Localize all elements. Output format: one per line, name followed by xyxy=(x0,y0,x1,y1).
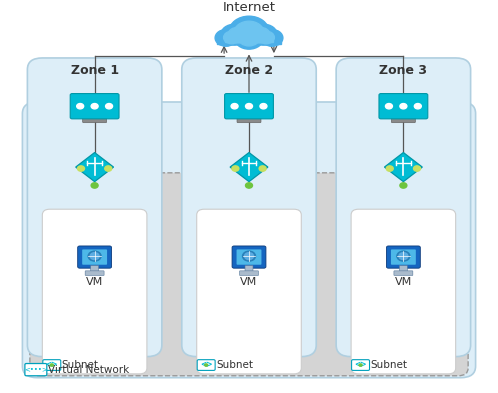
Circle shape xyxy=(105,166,112,171)
FancyBboxPatch shape xyxy=(237,116,261,123)
Circle shape xyxy=(246,103,252,109)
Circle shape xyxy=(261,29,283,46)
Circle shape xyxy=(400,103,407,109)
Text: VM: VM xyxy=(86,277,103,286)
FancyBboxPatch shape xyxy=(182,58,316,356)
FancyBboxPatch shape xyxy=(70,94,119,119)
FancyBboxPatch shape xyxy=(391,250,416,265)
Circle shape xyxy=(238,29,260,46)
Circle shape xyxy=(221,24,248,45)
Circle shape xyxy=(243,251,255,261)
Circle shape xyxy=(245,253,253,259)
FancyBboxPatch shape xyxy=(85,271,104,275)
Circle shape xyxy=(106,103,113,109)
FancyBboxPatch shape xyxy=(22,102,476,378)
Circle shape xyxy=(234,21,264,44)
Circle shape xyxy=(413,166,420,171)
Circle shape xyxy=(77,103,84,109)
FancyBboxPatch shape xyxy=(336,58,471,356)
FancyBboxPatch shape xyxy=(82,250,107,265)
Text: <>: <> xyxy=(200,360,213,369)
Circle shape xyxy=(250,24,277,45)
FancyBboxPatch shape xyxy=(240,271,258,275)
Text: Subnet: Subnet xyxy=(216,360,253,370)
Circle shape xyxy=(91,183,98,188)
Circle shape xyxy=(91,103,98,109)
FancyBboxPatch shape xyxy=(245,266,253,272)
FancyBboxPatch shape xyxy=(379,94,428,119)
Circle shape xyxy=(232,166,239,171)
FancyBboxPatch shape xyxy=(42,209,147,374)
Bar xyxy=(217,35,281,44)
Circle shape xyxy=(246,183,252,188)
Text: Internet: Internet xyxy=(223,1,275,14)
Text: VM: VM xyxy=(395,277,412,286)
FancyBboxPatch shape xyxy=(43,360,61,371)
FancyBboxPatch shape xyxy=(391,116,415,123)
Circle shape xyxy=(205,364,208,366)
FancyBboxPatch shape xyxy=(386,246,420,268)
Text: Subnet: Subnet xyxy=(62,360,99,370)
Circle shape xyxy=(229,16,269,47)
Text: Zone 1: Zone 1 xyxy=(71,64,119,77)
Circle shape xyxy=(78,166,85,171)
Circle shape xyxy=(260,103,267,109)
FancyBboxPatch shape xyxy=(78,246,112,268)
Text: Zone 3: Zone 3 xyxy=(379,64,427,77)
Polygon shape xyxy=(230,152,268,182)
Text: VM: VM xyxy=(241,277,257,286)
Circle shape xyxy=(231,103,238,109)
FancyBboxPatch shape xyxy=(352,360,370,371)
Circle shape xyxy=(414,103,421,109)
FancyBboxPatch shape xyxy=(399,266,407,272)
Text: <>: <> xyxy=(354,360,367,369)
Circle shape xyxy=(399,253,408,259)
Text: Virtual Network: Virtual Network xyxy=(48,365,129,375)
FancyBboxPatch shape xyxy=(232,246,266,268)
FancyBboxPatch shape xyxy=(225,94,273,119)
Circle shape xyxy=(259,166,266,171)
Circle shape xyxy=(400,183,407,188)
Text: <•••>: <•••> xyxy=(24,367,48,373)
Circle shape xyxy=(88,251,101,261)
Circle shape xyxy=(235,27,263,49)
Bar xyxy=(225,36,273,42)
FancyBboxPatch shape xyxy=(83,116,107,123)
FancyBboxPatch shape xyxy=(25,364,47,376)
FancyBboxPatch shape xyxy=(351,209,456,374)
FancyBboxPatch shape xyxy=(197,360,215,371)
Circle shape xyxy=(224,31,240,44)
FancyBboxPatch shape xyxy=(27,58,162,356)
Text: Subnet: Subnet xyxy=(371,360,407,370)
Circle shape xyxy=(385,103,392,109)
Circle shape xyxy=(397,251,410,261)
FancyBboxPatch shape xyxy=(394,271,413,275)
FancyBboxPatch shape xyxy=(237,250,261,265)
Text: <>: <> xyxy=(45,360,58,369)
Circle shape xyxy=(215,29,237,46)
FancyBboxPatch shape xyxy=(30,173,468,376)
Polygon shape xyxy=(384,152,422,182)
Circle shape xyxy=(50,364,53,366)
Circle shape xyxy=(359,364,362,366)
FancyBboxPatch shape xyxy=(197,209,301,374)
Circle shape xyxy=(258,31,274,44)
Circle shape xyxy=(228,27,248,43)
Polygon shape xyxy=(76,152,114,182)
Text: Zone 2: Zone 2 xyxy=(225,64,273,77)
Circle shape xyxy=(250,27,270,43)
FancyBboxPatch shape xyxy=(91,266,99,272)
Circle shape xyxy=(386,166,393,171)
Circle shape xyxy=(90,253,99,259)
